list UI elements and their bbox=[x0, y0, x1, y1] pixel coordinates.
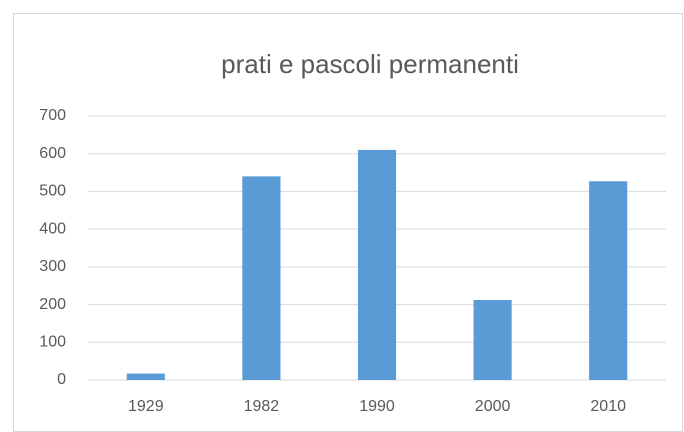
bar bbox=[473, 300, 512, 380]
y-tick-label: 700 bbox=[39, 107, 66, 124]
x-tick-label: 2000 bbox=[475, 398, 511, 415]
bar bbox=[126, 373, 165, 380]
bar bbox=[357, 149, 397, 380]
x-tick-label: 1990 bbox=[359, 398, 395, 415]
y-tick-label: 0 bbox=[57, 371, 66, 388]
x-tick-label: 2010 bbox=[590, 398, 626, 415]
y-tick-label: 400 bbox=[39, 220, 66, 237]
chart-title: prati e pascoli permanenti bbox=[221, 49, 519, 79]
y-tick-label: 600 bbox=[39, 145, 66, 162]
y-tick-label: 100 bbox=[39, 334, 66, 351]
y-tick-label: 300 bbox=[39, 258, 66, 275]
y-tick-label: 500 bbox=[39, 183, 66, 200]
x-tick-label: 1982 bbox=[244, 398, 280, 415]
chart-border bbox=[13, 13, 683, 432]
bar bbox=[589, 181, 628, 380]
bar bbox=[242, 176, 281, 380]
x-tick-label: 1929 bbox=[128, 398, 164, 415]
y-tick-label: 200 bbox=[39, 296, 66, 313]
